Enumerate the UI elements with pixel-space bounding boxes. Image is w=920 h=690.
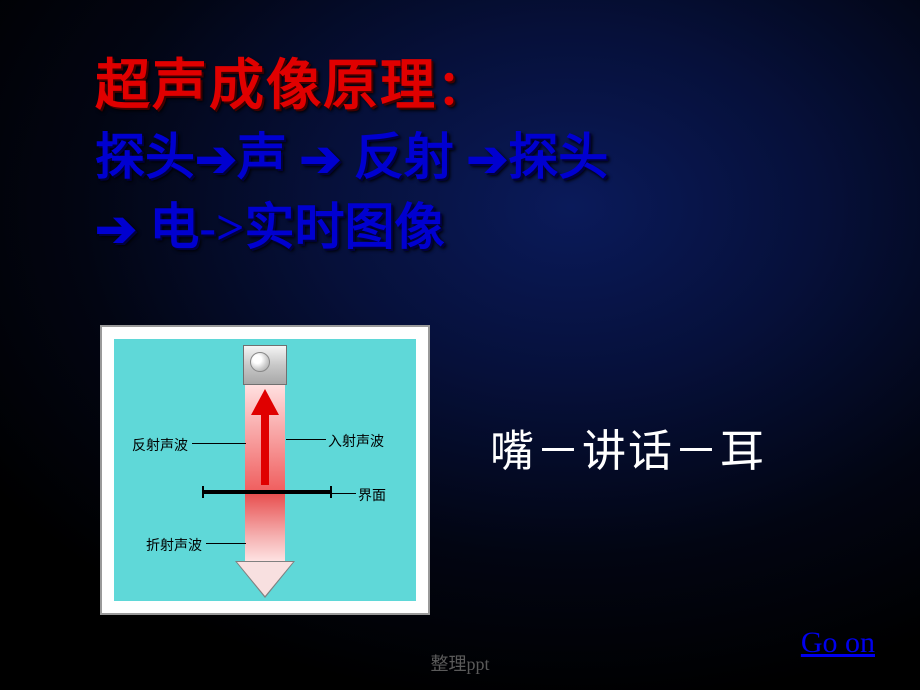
footer-label: 整理ppt	[430, 650, 489, 676]
title-text: 超声成像原理	[95, 55, 437, 116]
interface-line	[202, 490, 332, 494]
label-incident: 入射声波	[328, 431, 384, 451]
refracted-arrow-head	[237, 562, 293, 596]
label-line	[286, 439, 326, 440]
title-block: 超声成像原理： 探头➔声 ➔ 反射 ➔探头 ➔ 电->实时图像	[95, 40, 860, 263]
reflected-arrow-stem	[261, 411, 269, 485]
body-part-2: 反射	[341, 129, 466, 185]
title-colon: ：	[437, 62, 487, 115]
label-line	[192, 443, 246, 444]
go-on-link[interactable]: Go on	[801, 626, 875, 660]
reflected-arrow-head	[251, 389, 279, 415]
label-line	[206, 543, 246, 544]
label-line	[332, 493, 356, 494]
diagram-container: 反射声波 入射声波 界面 折射声波	[100, 325, 430, 615]
body-part-3: 探头	[508, 129, 608, 185]
arrow-icon: ➔	[466, 126, 508, 194]
label-interface: 界面	[358, 485, 386, 505]
label-refracted: 折射声波	[146, 535, 202, 555]
arrow-icon: ➔	[95, 196, 137, 264]
label-reflected: 反射声波	[132, 435, 188, 455]
title-body: 探头➔声 ➔ 反射 ➔探头 ➔ 电->实时图像	[95, 124, 860, 263]
arrow-icon: ➔	[195, 126, 237, 194]
arrow-icon: ➔	[299, 126, 341, 194]
body-part-1: 声	[237, 129, 300, 185]
probe-icon	[243, 345, 287, 385]
diagram-canvas: 反射声波 入射声波 界面 折射声波	[114, 339, 416, 601]
side-analogy-text: 嘴－讲话－耳	[490, 415, 766, 479]
refracted-beam	[245, 494, 285, 564]
title-heading: 超声成像原理：	[95, 40, 860, 120]
body-part-4: 电->实时图像	[137, 199, 445, 255]
body-part-0: 探头	[95, 129, 195, 185]
